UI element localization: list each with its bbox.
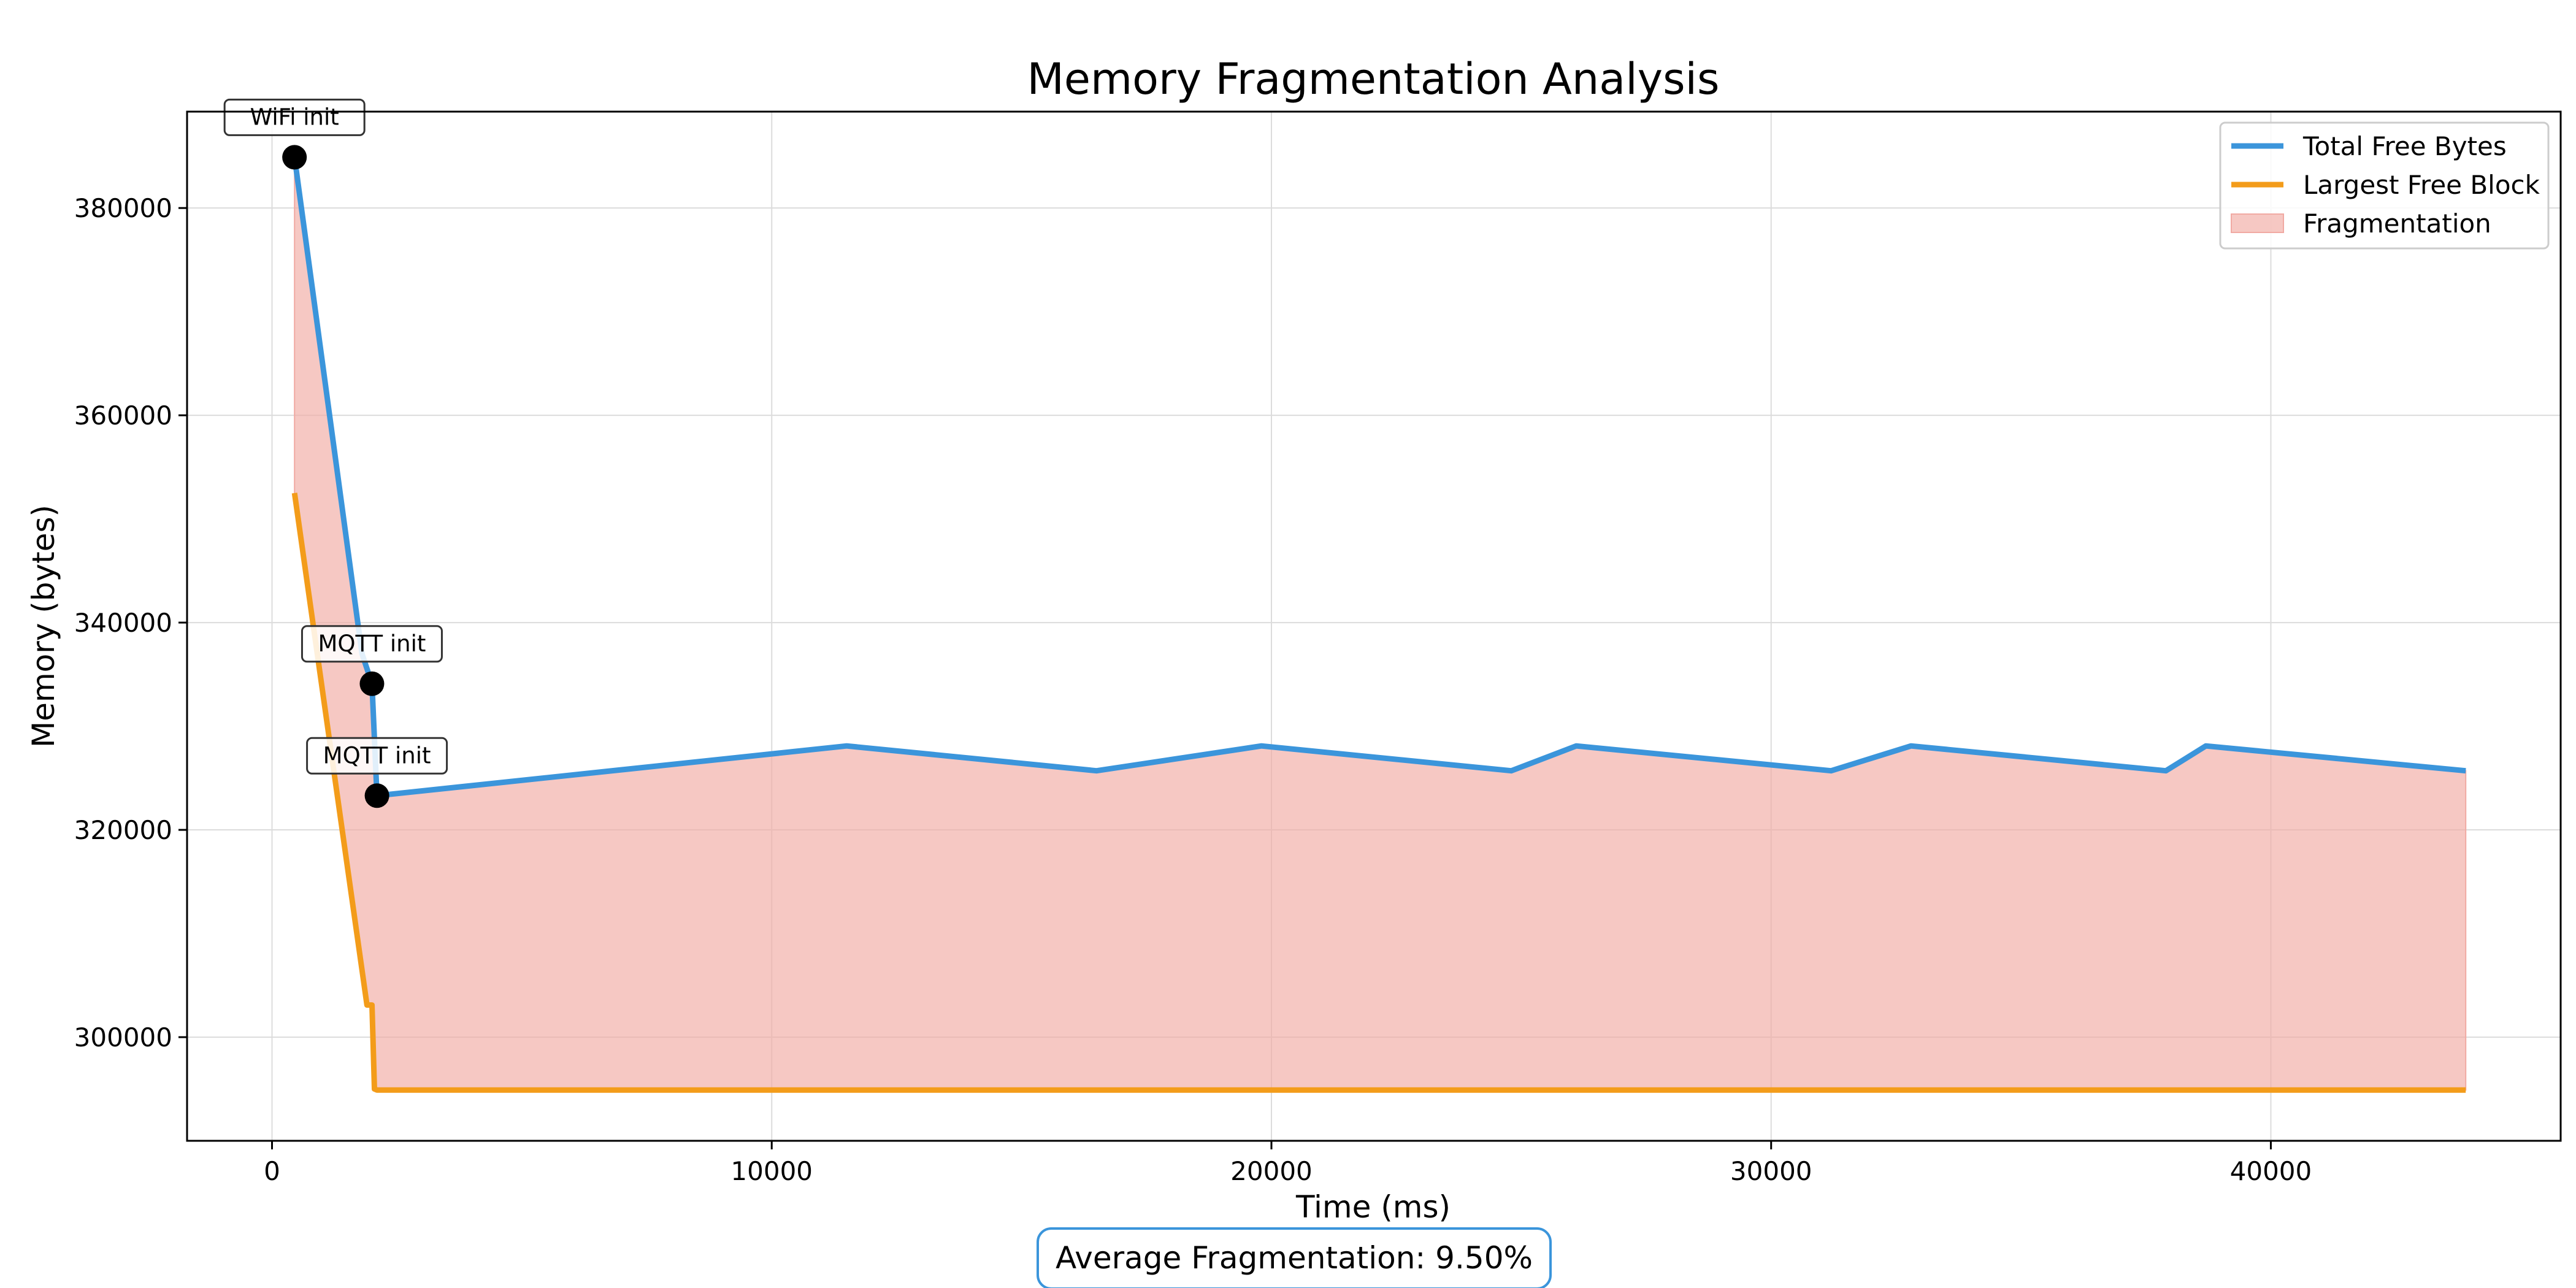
largest-free-block-line: [291, 493, 2466, 1093]
y-tick-label: 380000: [74, 193, 172, 223]
annotation-label: MQTT init: [301, 625, 443, 663]
annotation-markers-layer: WiFi init MQTT init MQTT init: [223, 98, 448, 808]
legend-label: Fragmentation: [2303, 209, 2491, 239]
annotation-label: MQTT init: [306, 737, 448, 775]
annotation-box: [306, 737, 448, 775]
y-axis-label: Memory (bytes): [26, 505, 61, 748]
annotation-box: [223, 98, 366, 136]
annotation-box: [301, 625, 443, 663]
total-free-bytes-line: [291, 156, 2466, 799]
legend-patch-swatch: [2231, 213, 2284, 233]
average-fragmentation-box: [1037, 1227, 1552, 1288]
x-tick-label: 40000: [2230, 1156, 2312, 1186]
series-lines-layer: [291, 156, 2466, 1093]
x-tick-label: 30000: [1730, 1156, 1812, 1186]
annotation-marker: [282, 145, 307, 170]
y-tick-label: 360000: [74, 401, 172, 431]
y-tick-label: 300000: [74, 1022, 172, 1052]
legend-label: Total Free Bytes: [2302, 131, 2507, 161]
legend: Total Free Bytes Largest Free Block Fragme…: [2219, 121, 2550, 250]
legend-frame: [2219, 121, 2550, 250]
footer-box: Average Fragmentation: 9.50%: [1037, 1227, 1552, 1288]
x-tick-label: 0: [264, 1156, 280, 1186]
annotation-text: WiFi init: [250, 104, 339, 130]
plot-frame: [186, 110, 2562, 1142]
legend-label: Largest Free Block: [2303, 170, 2540, 200]
y-tick-label: 320000: [74, 815, 172, 845]
x-tick-label: 20000: [1230, 1156, 1313, 1186]
annotation-text: MQTT init: [318, 631, 426, 657]
annotation-label: WiFi init: [223, 98, 366, 136]
legend-item: Largest Free Block: [2231, 170, 2540, 200]
y-tick-label: 340000: [74, 608, 172, 638]
annotation-text: MQTT init: [323, 742, 431, 769]
legend-item: Fragmentation: [2231, 209, 2491, 239]
chart-title: Memory Fragmentation Analysis: [1027, 54, 1720, 104]
annotation-marker: [364, 783, 389, 808]
x-tick-label: 10000: [730, 1156, 813, 1186]
annotation-marker: [359, 671, 385, 696]
legend-item: Total Free Bytes: [2231, 131, 2507, 161]
average-fragmentation-text: Average Fragmentation: 9.50%: [1056, 1240, 1533, 1276]
x-axis-label: Time (ms): [1295, 1189, 1451, 1225]
axis-ticks: 0 10000 20000 30000 40000 300000 320000 340000 3…: [74, 193, 2312, 1186]
